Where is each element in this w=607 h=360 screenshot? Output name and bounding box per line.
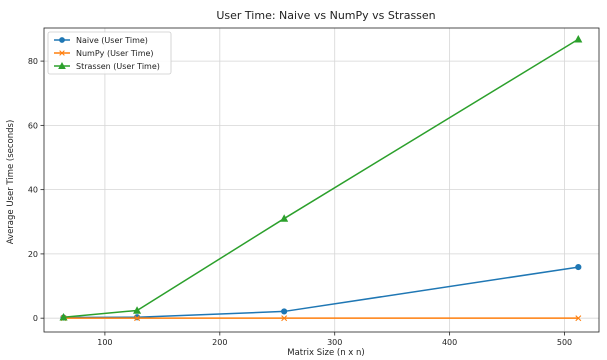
series-line (63, 266, 579, 319)
x-tick-label: 400 (442, 338, 457, 347)
data-point (280, 214, 289, 222)
legend-item: Naive (User Time) (54, 36, 148, 45)
data-point (134, 315, 141, 322)
y-tick-label: 0 (33, 314, 38, 323)
legend-marker (58, 61, 66, 70)
legend: Naive (User Time) NumPy (User Time) Strass… (47, 31, 172, 75)
legend-marker (59, 50, 65, 56)
data-point (574, 34, 583, 43)
legend-label: Naive (User Time) (76, 36, 148, 45)
y-tick-label: 20 (28, 250, 38, 259)
y-tick-label: 60 (28, 121, 38, 130)
x-axis-label: Matrix Size (n x n) (287, 348, 364, 358)
data-point (281, 308, 288, 315)
legend-item: NumPy (User Time) (54, 49, 154, 58)
series-1 (60, 315, 582, 322)
y-tick-label: 80 (28, 57, 38, 66)
series-line (63, 38, 579, 318)
x-tick-label: 200 (212, 338, 227, 347)
data-point (133, 314, 141, 321)
axis-ticks: 100 200 300 400 500 0 20 40 60 80 (28, 57, 572, 347)
legend-marker (59, 37, 65, 43)
x-tick-label: 100 (97, 338, 112, 347)
chart-title: User Time: Naive vs NumPy vs Strassen (216, 9, 435, 22)
data-point (575, 263, 582, 271)
x-tick-label: 500 (557, 338, 572, 347)
plot-area (43, 27, 600, 333)
data-point (133, 306, 142, 314)
x-tick-label: 300 (327, 338, 342, 347)
series-2 (59, 34, 583, 321)
legend-label: Strassen (User Time) (76, 62, 160, 71)
y-tick-label: 40 (28, 186, 38, 195)
data-point (575, 315, 582, 322)
series-layer (59, 34, 583, 322)
legend-item: Strassen (User Time) (54, 61, 160, 71)
y-axis-label: Average User Time (seconds) (6, 120, 16, 245)
data-point (281, 315, 288, 322)
legend-box (47, 31, 172, 75)
data-point (59, 312, 68, 321)
legend-label: NumPy (User Time) (76, 49, 154, 58)
